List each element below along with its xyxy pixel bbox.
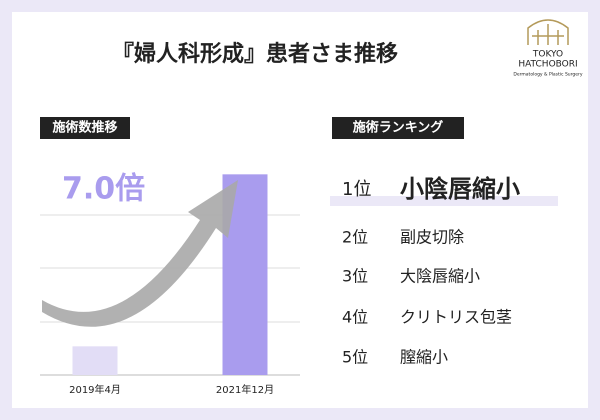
procedure-name: クリトリス包茎 xyxy=(400,308,512,327)
logo-lines xyxy=(532,24,564,45)
arrow xyxy=(42,180,238,327)
section-label: 施術数推移 xyxy=(52,120,117,136)
logo-tagline: Dermatology & Plastic Surgery xyxy=(513,72,582,78)
section-label: 施術ランキング xyxy=(353,120,444,136)
rank: 1位 xyxy=(342,179,371,200)
annotation: 7.0倍 xyxy=(62,172,145,207)
x-tick-label: 2019年4月 xyxy=(69,383,121,396)
procedure-name: 膣縮小 xyxy=(400,348,448,367)
logo xyxy=(527,19,569,45)
procedure-name: 大陰唇縮小 xyxy=(400,267,480,286)
highlight xyxy=(330,196,558,206)
rank: 4位 xyxy=(342,308,368,327)
bar xyxy=(72,346,118,375)
logo-line2: HATCHOBORI xyxy=(518,60,577,70)
rank: 5位 xyxy=(342,348,368,367)
title: 『婦人科形成』患者さま推移 xyxy=(112,41,398,67)
section-label-bg xyxy=(40,117,130,139)
rank: 3位 xyxy=(342,267,368,286)
logo-arch xyxy=(527,19,569,45)
rank: 2位 xyxy=(342,228,368,247)
section-label-bg xyxy=(332,117,464,139)
x-tick-label: 2021年12月 xyxy=(216,383,274,396)
procedure-name: 小陰唇縮小 xyxy=(400,175,520,203)
procedure-name: 副皮切除 xyxy=(400,228,464,247)
card xyxy=(12,12,588,408)
logo-line1: TOKYO xyxy=(532,50,563,60)
